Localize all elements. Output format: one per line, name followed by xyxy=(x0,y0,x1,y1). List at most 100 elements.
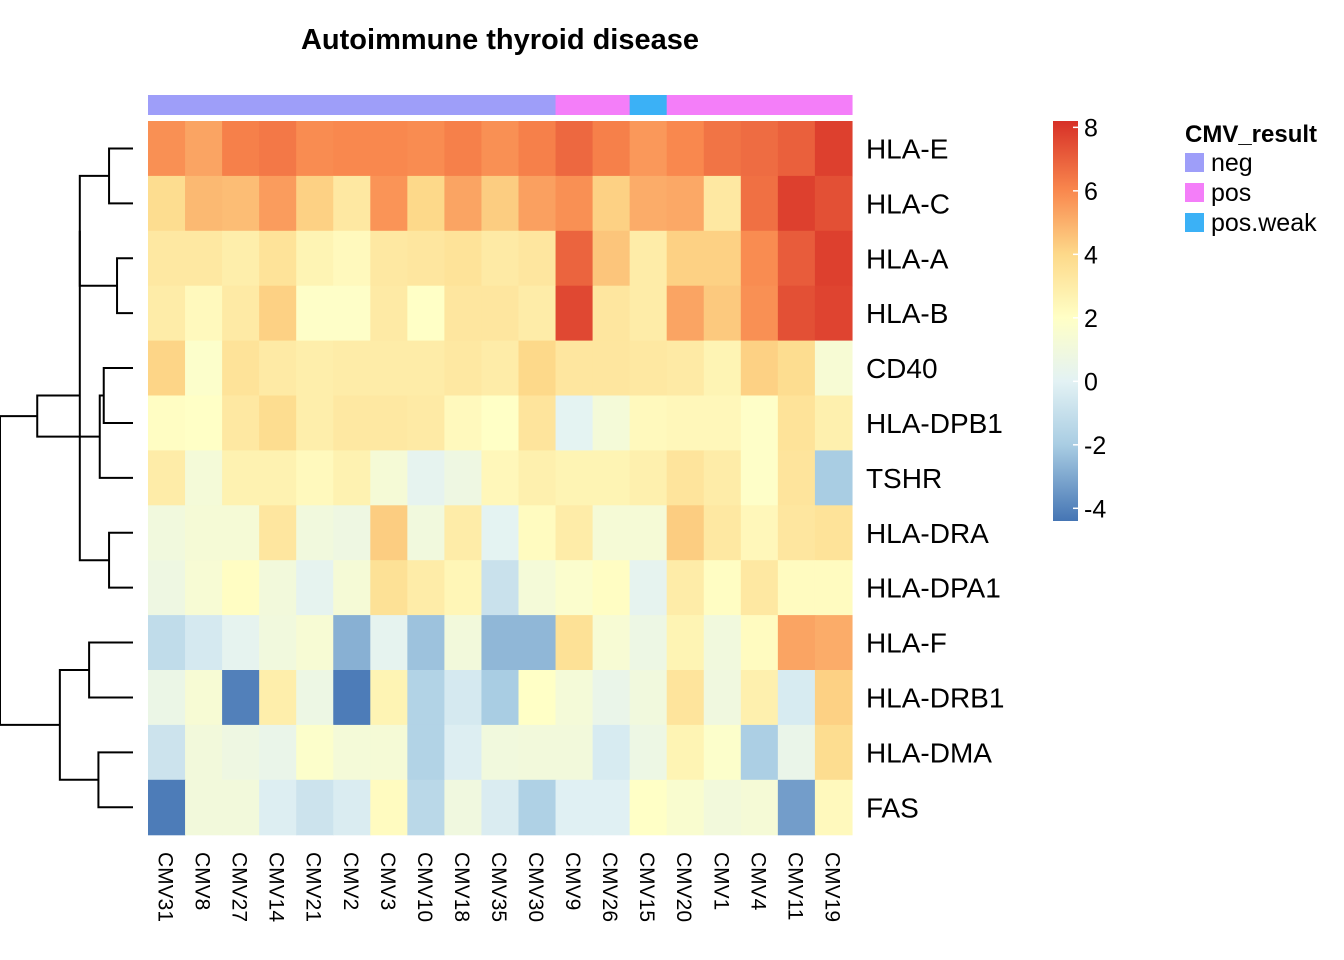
heatmap-cell xyxy=(740,560,779,616)
heatmap-cell xyxy=(333,560,371,616)
heatmap-cell xyxy=(370,450,408,506)
heatmap-cell xyxy=(666,285,705,342)
column-label: CMV30 xyxy=(524,852,547,922)
heatmap-cell xyxy=(703,230,742,287)
heatmap-cell xyxy=(333,450,371,506)
heatmap-cell xyxy=(592,615,631,671)
heatmap-cell xyxy=(185,175,223,232)
heatmap-cell xyxy=(259,670,297,726)
heatmap-cell xyxy=(259,450,297,506)
heatmap-cell xyxy=(703,121,742,177)
heatmap-cell xyxy=(592,175,631,232)
heatmap-cell xyxy=(518,670,557,726)
heatmap-cell xyxy=(370,285,408,342)
color-scale-tick-label: 2 xyxy=(1084,305,1098,333)
heatmap-cell xyxy=(259,230,297,287)
heatmap-cell xyxy=(481,175,520,232)
heatmap-cell xyxy=(814,670,853,726)
column-label: CMV15 xyxy=(635,852,658,922)
heatmap-cell xyxy=(814,505,853,561)
heatmap-cell xyxy=(370,175,408,232)
heatmap-cell xyxy=(777,615,816,671)
heatmap-cell xyxy=(407,175,445,232)
heatmap-cell xyxy=(333,175,371,232)
heatmap-cell xyxy=(222,285,260,342)
heatmap-cell xyxy=(592,505,631,561)
heatmap-cell xyxy=(703,779,742,836)
heatmap-cell xyxy=(555,450,594,506)
heatmap-cell xyxy=(296,724,334,781)
heatmap-cell xyxy=(407,724,445,781)
heatmap-cell xyxy=(666,615,705,671)
heatmap-cell xyxy=(740,121,779,177)
heatmap-cell xyxy=(259,340,297,397)
heatmap-cell xyxy=(185,560,223,616)
heatmap-cell xyxy=(814,724,853,781)
heatmap-cell xyxy=(444,505,483,561)
heatmap-cell xyxy=(555,615,594,671)
heatmap-cell xyxy=(148,395,186,451)
heatmap-cell xyxy=(407,505,445,561)
heatmap-cell xyxy=(555,230,594,287)
color-scale-tick-label: 8 xyxy=(1084,114,1098,142)
heatmap-cell xyxy=(740,505,779,561)
annotation-cell xyxy=(185,95,223,115)
annotation-cell xyxy=(555,95,594,115)
heatmap-cell xyxy=(592,340,631,397)
row-labels: HLA-E HLA-C HLA-A HLA-B CD40 HLA-DPB1 TSHR HLA-… xyxy=(866,133,1004,823)
heatmap-cell xyxy=(296,395,334,451)
heatmap-cell xyxy=(333,779,371,836)
heatmap-cell xyxy=(592,724,631,781)
row-label: HLA-DRA xyxy=(866,518,989,549)
heatmap-cell xyxy=(629,121,668,177)
annotation-cell xyxy=(740,95,779,115)
heatmap-cell xyxy=(666,395,705,451)
dendrogram-branch xyxy=(97,751,133,809)
heatmap-cell xyxy=(370,670,408,726)
annotation-cell xyxy=(333,95,371,115)
heatmap-cell xyxy=(259,615,297,671)
heatmap-cell xyxy=(148,230,186,287)
annotation-cell xyxy=(259,95,297,115)
heatmap-cell xyxy=(555,340,594,397)
heatmap-cell xyxy=(148,670,186,726)
heatmap-cell xyxy=(370,340,408,397)
heatmap-cell xyxy=(629,505,668,561)
heatmap-cell xyxy=(444,395,483,451)
column-label: CMV1 xyxy=(709,852,732,910)
annotation-cell xyxy=(703,95,742,115)
heatmap-cell xyxy=(777,395,816,451)
heatmap-cell xyxy=(407,340,445,397)
legend-swatch-neg xyxy=(1185,153,1204,172)
annotation-cell xyxy=(777,95,816,115)
column-label: CMV21 xyxy=(302,852,325,922)
column-label: CMV19 xyxy=(820,852,843,922)
heatmap-cell xyxy=(629,450,668,506)
heatmap-cell xyxy=(740,779,779,836)
heatmap-cell xyxy=(148,724,186,781)
heatmap-cell xyxy=(592,230,631,287)
heatmap-cell xyxy=(148,779,186,836)
heatmap-cell xyxy=(148,340,186,397)
heatmap-cell xyxy=(370,615,408,671)
heatmap-cell xyxy=(666,230,705,287)
heatmap-cell xyxy=(407,779,445,836)
heatmap-cell xyxy=(185,450,223,506)
heatmap-cell xyxy=(518,779,557,836)
heatmap-cell xyxy=(814,395,853,451)
heatmap-cell xyxy=(370,724,408,781)
heatmap-cell xyxy=(518,340,557,397)
row-label: TSHR xyxy=(866,463,942,494)
annotation-legend-title: CMV_result xyxy=(1185,121,1317,148)
row-label: CD40 xyxy=(866,353,938,384)
heatmap-cell xyxy=(592,670,631,726)
annotation-cell xyxy=(592,95,631,115)
heatmap-cell xyxy=(592,560,631,616)
heatmap-cell xyxy=(259,285,297,342)
annotation-cell xyxy=(481,95,520,115)
heatmap-cell xyxy=(370,395,408,451)
heatmap-cell xyxy=(481,450,520,506)
heatmap-cell xyxy=(444,779,483,836)
heatmap-cell xyxy=(555,285,594,342)
